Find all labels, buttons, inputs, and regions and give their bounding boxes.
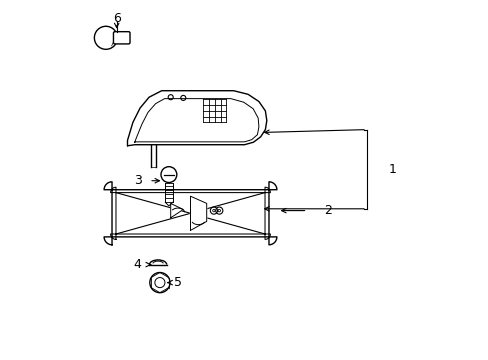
Text: 3: 3 bbox=[134, 174, 142, 187]
FancyBboxPatch shape bbox=[113, 32, 130, 44]
Polygon shape bbox=[104, 182, 276, 245]
Text: 2: 2 bbox=[323, 204, 331, 217]
Polygon shape bbox=[190, 196, 206, 230]
Text: 4: 4 bbox=[133, 258, 141, 271]
Text: 6: 6 bbox=[113, 12, 121, 24]
Text: 1: 1 bbox=[387, 163, 396, 176]
Polygon shape bbox=[127, 91, 266, 146]
Polygon shape bbox=[170, 203, 183, 218]
Text: 5: 5 bbox=[174, 276, 182, 289]
